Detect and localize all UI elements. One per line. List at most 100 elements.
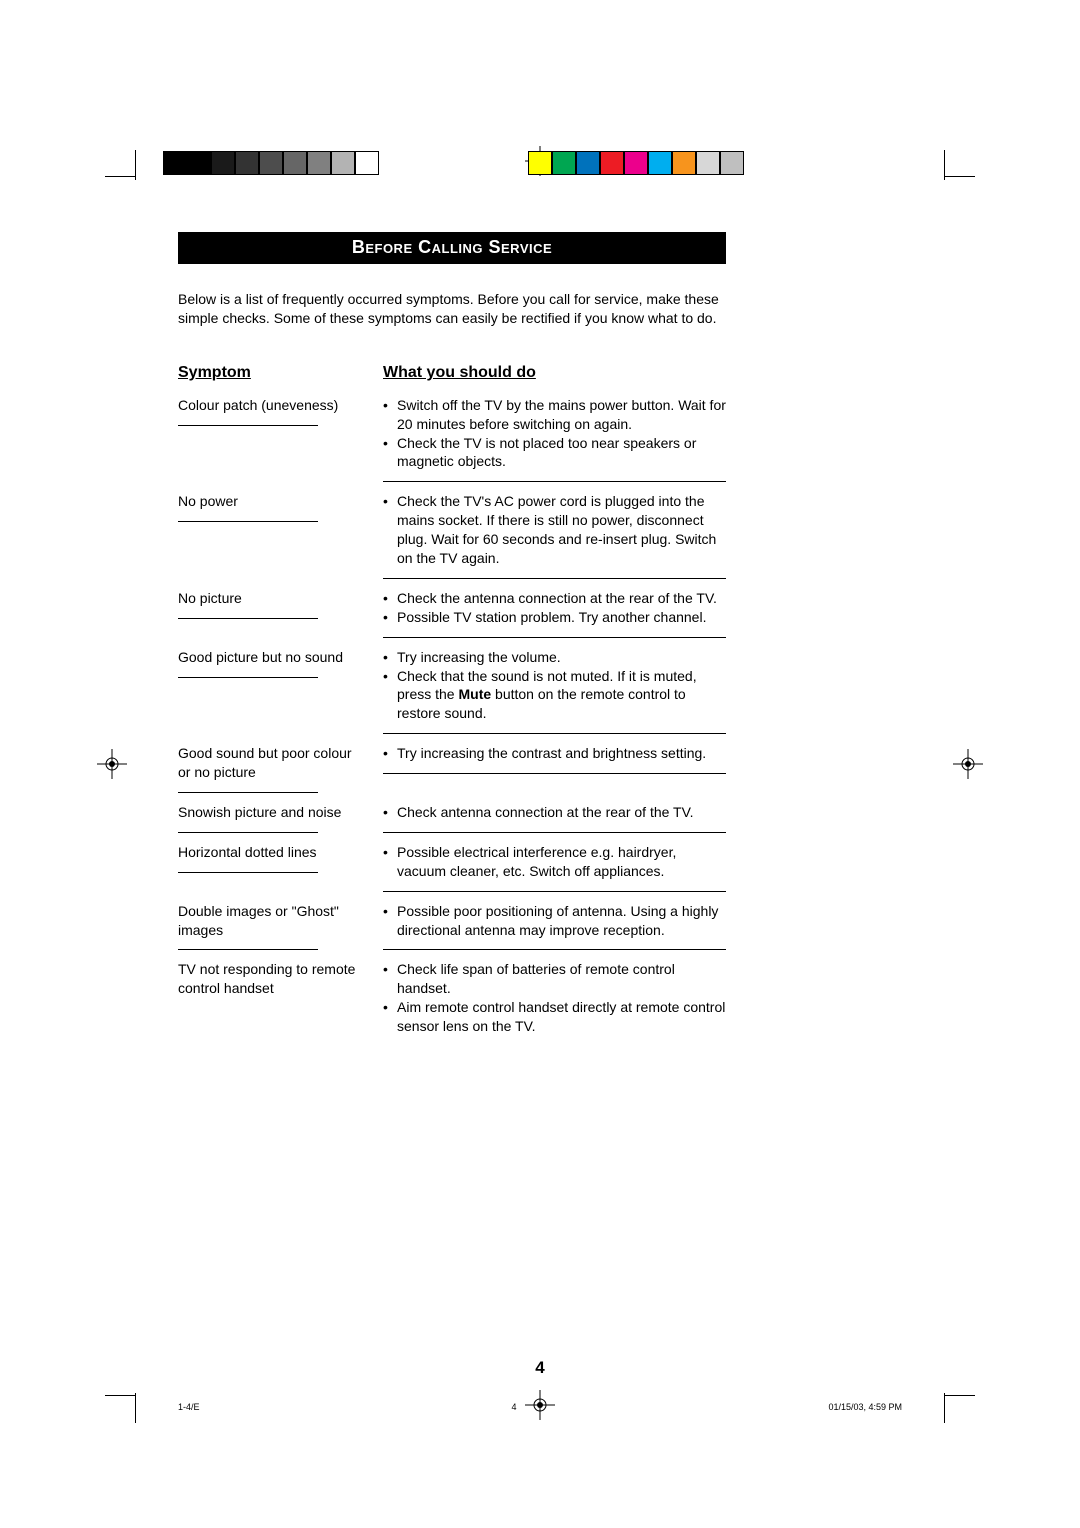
symptom-cell: TV not responding to remote control hand…: [178, 960, 383, 998]
action-item: Check that the sound is not muted. If it…: [383, 667, 726, 724]
swatch: [528, 151, 552, 175]
swatch: [600, 151, 624, 175]
action-list: Try increasing the volume.Check that the…: [383, 648, 726, 724]
page: Before Calling Service Below is a list o…: [0, 0, 1080, 1528]
action-list: Check the antenna connection at the rear…: [383, 589, 726, 627]
swatch: [307, 151, 331, 175]
divider: [178, 425, 318, 426]
swatch: [235, 151, 259, 175]
symptom-text: Horizontal dotted lines: [178, 843, 367, 862]
symptom-text: No picture: [178, 589, 367, 608]
swatch: [672, 151, 696, 175]
registration-mark-icon: [953, 749, 983, 779]
action-cell: Check antenna connection at the rear of …: [383, 803, 726, 833]
table-row: Horizontal dotted lines Possible electric…: [178, 843, 726, 892]
symptom-text: Colour patch (uneveness): [178, 396, 367, 415]
swatch: [552, 151, 576, 175]
swatch: [576, 151, 600, 175]
table-row: No powerCheck the TV's AC power cord is …: [178, 492, 726, 579]
troubleshooting-table: Symptom What you should do Colour patch …: [178, 364, 726, 1046]
crop-mark: [944, 150, 945, 180]
table-row: No picture Check the antenna connection a…: [178, 589, 726, 638]
action-item: Check the TV's AC power cord is plugged …: [383, 492, 726, 568]
symptom-header: Symptom: [178, 364, 383, 382]
table-row: Good picture but no sound Try increasing …: [178, 648, 726, 735]
table-row: Good sound but poor colour or no picture…: [178, 744, 726, 793]
footer: 1-4/E 4 01/15/03, 4:59 PM: [178, 1402, 902, 1412]
action-list: Check antenna connection at the rear of …: [383, 803, 726, 822]
swatch: [720, 151, 744, 175]
action-item: Aim remote control handset directly at r…: [383, 998, 726, 1036]
symptom-cell: No picture: [178, 589, 383, 619]
swatch: [163, 151, 187, 175]
action-cell: Try increasing the volume.Check that the…: [383, 648, 726, 735]
action-cell: Possible electrical interference e.g. ha…: [383, 843, 726, 892]
action-list: Check life span of batteries of remote c…: [383, 960, 726, 1036]
content-area: Before Calling Service Below is a list o…: [178, 232, 726, 1056]
action-cell: Check the antenna connection at the rear…: [383, 589, 726, 638]
table-row: Colour patch (uneveness) Switch off the T…: [178, 396, 726, 483]
crop-mark: [944, 1393, 945, 1423]
action-list: Switch off the TV by the mains power but…: [383, 396, 726, 472]
symptom-cell: Colour patch (uneveness): [178, 396, 383, 426]
footer-center: 4: [511, 1402, 516, 1412]
action-list: Check the TV's AC power cord is plugged …: [383, 492, 726, 568]
divider: [178, 677, 318, 678]
crop-mark: [135, 150, 136, 180]
action-cell: Possible poor positioning of antenna. Us…: [383, 902, 726, 951]
registration-mark-icon: [97, 749, 127, 779]
swatch: [355, 151, 379, 175]
color-calibration-bar: [528, 151, 744, 175]
table-row: Snowish picture and noise Check antenna c…: [178, 803, 726, 833]
action-cell: Check the TV's AC power cord is plugged …: [383, 492, 726, 579]
crop-mark: [135, 1393, 136, 1423]
crop-mark: [945, 1395, 975, 1396]
crop-mark: [945, 176, 975, 177]
action-cell: Check life span of batteries of remote c…: [383, 960, 726, 1046]
action-item: Possible poor positioning of antenna. Us…: [383, 902, 726, 940]
action-list: Possible electrical interference e.g. ha…: [383, 843, 726, 881]
page-number: 4: [535, 1358, 544, 1378]
crop-mark: [105, 1395, 135, 1396]
swatch: [648, 151, 672, 175]
action-item: Possible TV station problem. Try another…: [383, 608, 726, 627]
crop-mark: [105, 176, 135, 177]
symptom-cell: Good sound but poor colour or no picture: [178, 744, 383, 793]
swatch: [331, 151, 355, 175]
action-item: Check life span of batteries of remote c…: [383, 960, 726, 998]
grayscale-calibration-bar: [163, 151, 379, 175]
action-header: What you should do: [383, 364, 726, 382]
footer-left: 1-4/E: [178, 1402, 200, 1412]
symptom-text: Double images or "Ghost" images: [178, 902, 367, 940]
divider: [178, 832, 318, 833]
section-heading: Before Calling Service: [178, 232, 726, 264]
symptom-cell: Snowish picture and noise: [178, 803, 383, 833]
action-item: Check the TV is not placed too near spea…: [383, 434, 726, 472]
action-cell: Try increasing the contrast and brightne…: [383, 744, 726, 774]
action-list: Try increasing the contrast and brightne…: [383, 744, 726, 763]
symptom-cell: Double images or "Ghost" images: [178, 902, 383, 951]
symptom-text: Good picture but no sound: [178, 648, 367, 667]
intro-paragraph: Below is a list of frequently occurred s…: [178, 290, 726, 328]
table-row: TV not responding to remote control hand…: [178, 960, 726, 1046]
divider: [178, 872, 318, 873]
symptom-text: Snowish picture and noise: [178, 803, 367, 822]
symptom-text: TV not responding to remote control hand…: [178, 960, 367, 998]
swatch: [211, 151, 235, 175]
action-item: Try increasing the volume.: [383, 648, 726, 667]
symptom-cell: No power: [178, 492, 383, 522]
swatch: [187, 151, 211, 175]
swatch: [624, 151, 648, 175]
swatch: [696, 151, 720, 175]
divider: [178, 792, 318, 793]
footer-right: 01/15/03, 4:59 PM: [828, 1402, 902, 1412]
column-headers: Symptom What you should do: [178, 364, 726, 382]
divider: [178, 618, 318, 619]
action-item: Check antenna connection at the rear of …: [383, 803, 726, 822]
swatch: [283, 151, 307, 175]
symptom-cell: Good picture but no sound: [178, 648, 383, 678]
symptom-text: Good sound but poor colour or no picture: [178, 744, 367, 782]
divider: [178, 521, 318, 522]
action-list: Possible poor positioning of antenna. Us…: [383, 902, 726, 940]
action-cell: Switch off the TV by the mains power but…: [383, 396, 726, 483]
